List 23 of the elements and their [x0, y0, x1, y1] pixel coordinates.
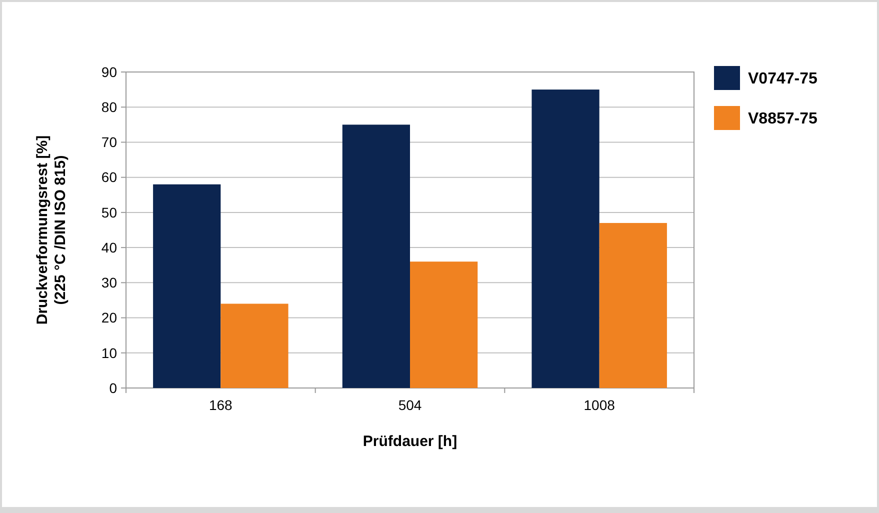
- legend-label: V8857-75: [748, 110, 818, 128]
- y-tick-label: 40: [101, 239, 118, 256]
- y-tick-label: 80: [101, 99, 118, 116]
- y-tick-label: 10: [101, 344, 118, 361]
- y-axis-title: Druckverformungsrest [%] (225 °C /DIN ISO 815): [34, 135, 69, 325]
- x-tick-label: 504: [398, 397, 422, 413]
- x-tick-label: 168: [208, 397, 233, 413]
- y-tick-label: 50: [101, 204, 118, 220]
- y-tick-label: 0: [109, 380, 118, 396]
- y-tick-label: 60: [101, 169, 118, 186]
- y-tick-label: 20: [101, 310, 118, 326]
- bar: [532, 90, 600, 388]
- bar: [153, 184, 221, 388]
- bar: [220, 304, 288, 388]
- legend-label: V0747-75: [748, 70, 818, 88]
- x-tick-label: 1008: [584, 397, 616, 413]
- y-tick-label: 30: [101, 274, 118, 291]
- bar: [410, 262, 478, 388]
- y-tick-label: 70: [101, 134, 118, 150]
- y-tick-label: 90: [101, 64, 118, 80]
- x-axis-title: Prüfdauer [h]: [362, 433, 458, 450]
- bar: [599, 222, 667, 388]
- bar: [342, 124, 410, 388]
